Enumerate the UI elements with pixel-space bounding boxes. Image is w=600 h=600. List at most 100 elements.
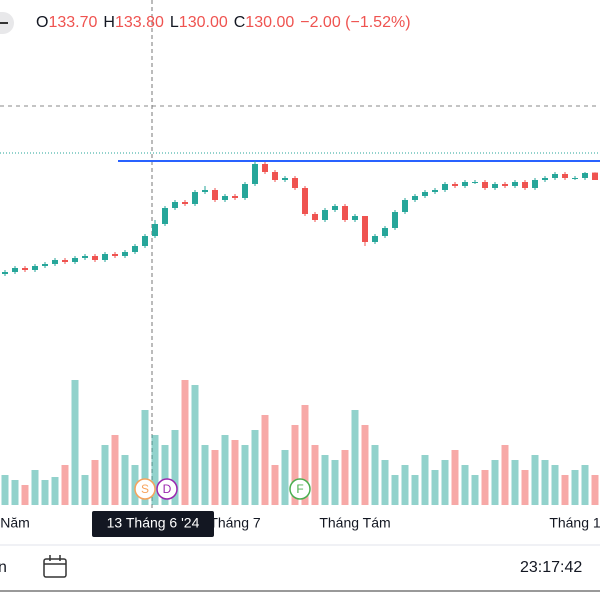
candle-body [482,182,488,188]
candle-body [212,190,218,200]
candle-body [462,182,468,186]
volume-bar [521,470,529,505]
calendar-icon[interactable] [43,555,67,578]
candle-body [122,252,128,256]
left-label: n [0,559,7,576]
volume-bar [541,460,549,505]
candle-body [532,180,538,188]
header-value: 133.80 [115,14,164,31]
event-marker[interactable] [134,478,156,500]
volume-bar [221,435,229,505]
volume-bar [501,445,509,505]
volume-bar [101,445,109,505]
volume-bar [571,470,579,505]
volume-bar [421,455,429,505]
volume-bar [11,480,19,505]
volume-bar [211,450,219,505]
volume-bar [231,440,239,505]
candle-body [92,256,98,260]
candle-body [452,184,458,186]
candle-body [192,192,198,204]
candle-body [2,272,8,274]
volume-bar [481,470,489,505]
candle-body [82,256,88,258]
header-label: O [36,14,48,31]
volume-bar [401,465,409,505]
candle-body [202,190,208,192]
volume-bar [261,415,269,505]
volume-bar [531,455,539,505]
volume-bar [121,455,129,505]
candle-body [562,174,568,178]
volume-bar [1,475,9,505]
crosshair-label: 13 Tháng 6 '24 [107,515,200,531]
volume-bar [381,460,389,505]
plot [1,160,600,505]
candle-body [152,224,158,236]
candle-body [422,192,428,196]
volume-bar [561,475,569,505]
candle-body [552,174,558,178]
volume-bar [281,450,289,505]
volume-bar [591,475,599,505]
volume-bar [41,480,49,505]
volume-bar [201,445,209,505]
candle-body [412,196,418,200]
candle-body [572,178,578,179]
volume-bar [71,380,79,505]
volume-bar [351,410,359,505]
candle-body [592,172,598,180]
event-marker[interactable] [156,478,178,500]
candle-body [42,264,48,266]
volume-bar [341,450,349,505]
x-tick-label: Tháng 1 [549,515,600,531]
volume-bar [551,465,559,505]
candle-body [352,216,358,220]
candle-body [312,214,318,220]
candle-body [522,182,528,188]
volume-bar [511,460,519,505]
header-value: −2.00 (−1.52%) [300,14,410,31]
volume-bar [131,465,139,505]
volume-bar [581,465,589,505]
clock: 23:17:42 [520,559,582,576]
candle-body [52,260,58,264]
candle-body [362,216,368,242]
candle-body [302,188,308,214]
volume-bar [241,445,249,505]
header-value: 130.00 [179,14,228,31]
volume-bar [171,430,179,505]
volume-bar [431,470,439,505]
volume-bar [471,475,479,505]
candle-body [322,210,328,220]
volume-bar [411,475,419,505]
candle-body [132,246,138,252]
header-label: H [103,14,115,31]
candle-body [232,196,238,198]
candle-body [22,268,28,270]
volume-bar [91,460,99,505]
volume-bar [371,445,379,505]
x-tick-label: Tháng Tám [319,515,390,531]
header-label: C [234,14,246,31]
volume-bar [251,430,259,505]
candle-body [442,184,448,190]
volume-bar [191,385,199,505]
volume-bar [141,410,149,505]
event-marker[interactable] [289,478,311,500]
calendar-frame [43,558,67,578]
candle-body [102,254,108,260]
candle-body [222,196,228,200]
candle-body [402,200,408,212]
candle-body [582,173,588,178]
candle-body [392,212,398,228]
candle-body [492,184,498,188]
volume-bar [51,477,59,505]
volume-bar [391,475,399,505]
candle-body [262,164,268,172]
x-tick-label: Năm [0,515,30,531]
volume-bar [81,475,89,505]
volume-bar [321,455,329,505]
candle-body [472,182,478,183]
